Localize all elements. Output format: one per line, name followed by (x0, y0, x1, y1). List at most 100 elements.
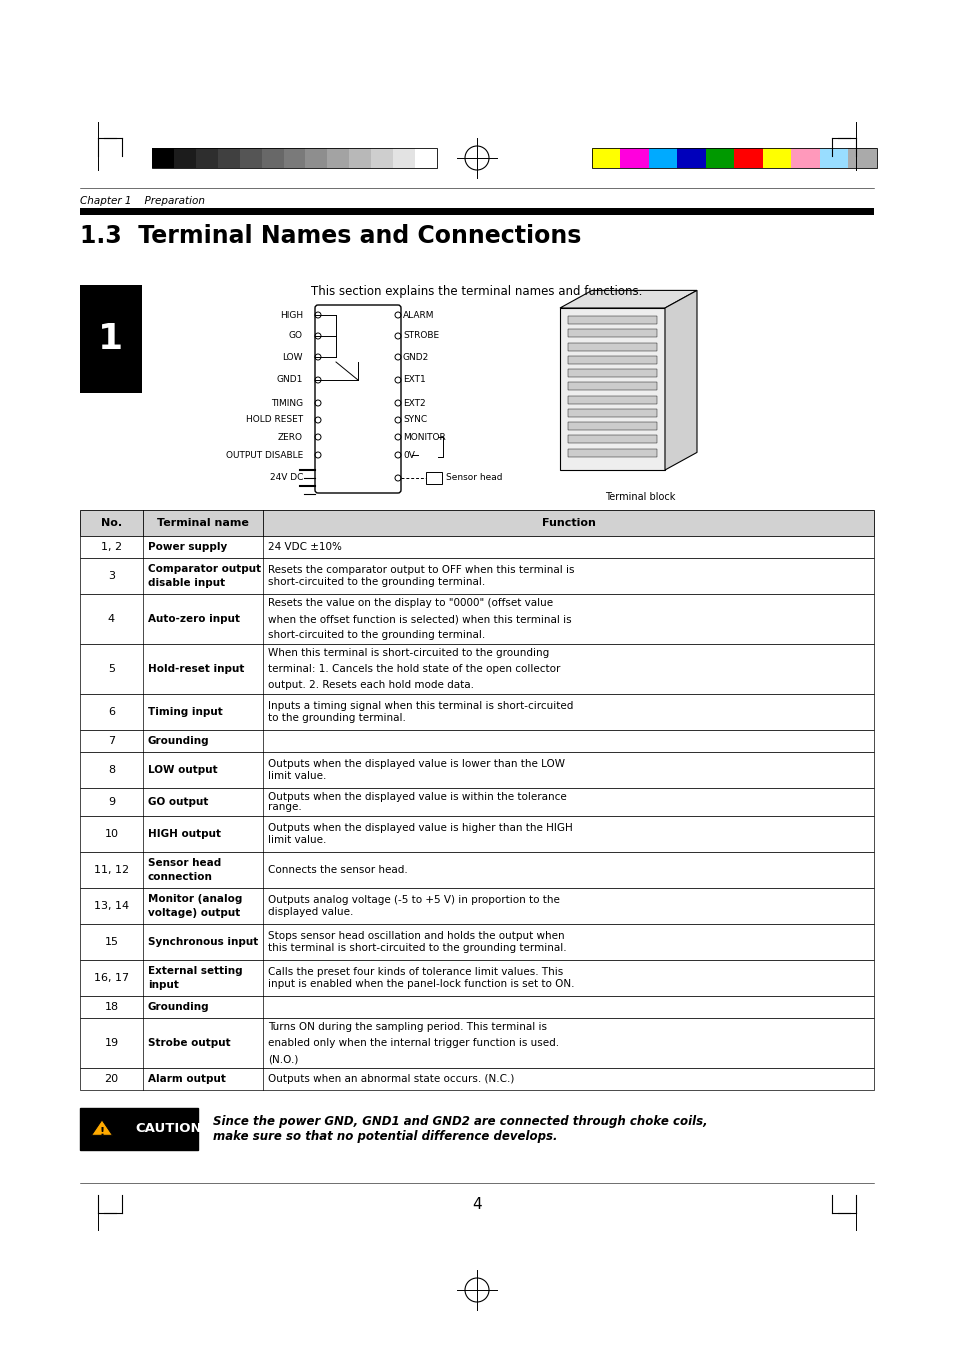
Bar (567, 422, 657, 430)
Bar (415, 149, 436, 168)
Text: (N.O.): (N.O.) (268, 1055, 298, 1065)
Bar (239, 149, 261, 168)
Text: disable input: disable input (148, 578, 225, 588)
Text: 1, 2: 1, 2 (101, 542, 122, 553)
Text: GO: GO (289, 331, 303, 340)
Bar (80, 888, 873, 924)
Text: Auto-zero input: Auto-zero input (148, 613, 240, 624)
Bar (592, 149, 876, 168)
FancyBboxPatch shape (314, 305, 400, 493)
Text: HIGH: HIGH (279, 311, 303, 319)
Bar (283, 149, 305, 168)
Text: enabled only when the internal trigger function is used.: enabled only when the internal trigger f… (268, 1038, 558, 1048)
Text: 1: 1 (98, 322, 124, 357)
Polygon shape (664, 290, 697, 470)
Bar (80, 961, 873, 996)
Text: Turns ON during the sampling period. This terminal is: Turns ON during the sampling period. Thi… (268, 1021, 546, 1032)
Text: LOW output: LOW output (148, 765, 217, 775)
Bar (567, 369, 657, 377)
Bar (80, 1108, 198, 1150)
Text: Resets the value on the display to "0000" (offset value: Resets the value on the display to "0000… (268, 597, 553, 608)
Text: Outputs when an abnormal state occurs. (N.C.): Outputs when an abnormal state occurs. (… (268, 1074, 514, 1084)
Text: limit value.: limit value. (268, 835, 326, 844)
Text: when the offset function is selected) when this terminal is: when the offset function is selected) wh… (268, 613, 571, 624)
Text: Sensor head: Sensor head (446, 473, 502, 482)
Bar (80, 730, 873, 753)
Text: connection: connection (148, 871, 213, 882)
Text: GND2: GND2 (402, 353, 429, 362)
Text: input is enabled when the panel-lock function is set to ON.: input is enabled when the panel-lock fun… (268, 979, 574, 989)
Text: Grounding: Grounding (148, 736, 210, 746)
Text: 19: 19 (104, 1038, 118, 1048)
Text: voltage) output: voltage) output (148, 908, 240, 917)
Text: 4: 4 (108, 613, 115, 624)
Text: This section explains the terminal names and functions.: This section explains the terminal names… (311, 285, 642, 299)
Text: 5: 5 (108, 663, 115, 674)
Bar (80, 924, 873, 961)
Polygon shape (91, 1120, 112, 1135)
Text: External setting: External setting (148, 966, 242, 977)
Bar (820, 149, 847, 168)
Text: displayed value.: displayed value. (268, 907, 353, 917)
Bar (567, 449, 657, 457)
Text: 6: 6 (108, 707, 115, 717)
Bar (559, 308, 664, 470)
Text: Stops sensor head oscillation and holds the output when: Stops sensor head oscillation and holds … (268, 931, 564, 942)
Text: 3: 3 (108, 571, 115, 581)
Text: Terminal block: Terminal block (604, 492, 675, 503)
Text: !: ! (99, 1127, 105, 1138)
Bar (80, 509, 873, 536)
Text: range.: range. (268, 801, 301, 812)
Bar (567, 330, 657, 338)
Text: 16, 17: 16, 17 (93, 973, 129, 984)
Bar (847, 149, 876, 168)
Bar (80, 1069, 873, 1090)
Bar (217, 149, 239, 168)
Text: Terminal name: Terminal name (157, 517, 249, 528)
Text: SYNC: SYNC (402, 416, 427, 424)
Text: Calls the preset four kinds of tolerance limit values. This: Calls the preset four kinds of tolerance… (268, 967, 562, 977)
Text: Chapter 1    Preparation: Chapter 1 Preparation (80, 196, 205, 205)
Text: Inputs a timing signal when this terminal is short-circuited: Inputs a timing signal when this termina… (268, 701, 573, 711)
Text: TIMING: TIMING (271, 399, 303, 408)
Text: EXT2: EXT2 (402, 399, 425, 408)
Text: 11, 12: 11, 12 (93, 865, 129, 875)
Text: Outputs when the displayed value is within the tolerance: Outputs when the displayed value is with… (268, 793, 566, 802)
Text: 0V: 0V (402, 450, 415, 459)
Text: Sensor head: Sensor head (148, 858, 221, 869)
Text: No.: No. (101, 517, 122, 528)
Bar (80, 208, 873, 215)
Text: OUTPUT DISABLE: OUTPUT DISABLE (226, 450, 303, 459)
Bar (426, 471, 441, 484)
Bar (80, 644, 873, 694)
Text: 13, 14: 13, 14 (93, 901, 129, 911)
Text: 7: 7 (108, 736, 115, 746)
Bar (80, 285, 142, 393)
Text: HIGH output: HIGH output (148, 830, 221, 839)
Text: 10: 10 (105, 830, 118, 839)
Text: 4: 4 (472, 1197, 481, 1212)
Text: short-circuited to the grounding terminal.: short-circuited to the grounding termina… (268, 631, 485, 640)
Bar (567, 355, 657, 363)
Bar (80, 594, 873, 644)
Bar (567, 343, 657, 350)
Bar (619, 149, 648, 168)
Text: GND1: GND1 (276, 376, 303, 385)
Bar (592, 149, 619, 168)
Bar (173, 149, 195, 168)
Text: Outputs when the displayed value is lower than the LOW: Outputs when the displayed value is lowe… (268, 759, 564, 769)
Text: CAUTION: CAUTION (135, 1123, 201, 1135)
Text: EXT1: EXT1 (402, 376, 425, 385)
Bar (791, 149, 820, 168)
Bar (80, 852, 873, 888)
Text: 18: 18 (104, 1002, 118, 1012)
Text: this terminal is short-circuited to the grounding terminal.: this terminal is short-circuited to the … (268, 943, 566, 952)
Text: Monitor (analog: Monitor (analog (148, 894, 242, 904)
Text: Power supply: Power supply (148, 542, 227, 553)
Text: When this terminal is short-circuited to the grounding: When this terminal is short-circuited to… (268, 647, 549, 658)
Bar (567, 396, 657, 404)
Bar (327, 149, 349, 168)
Text: LOW: LOW (282, 353, 303, 362)
Bar (371, 149, 393, 168)
Text: output. 2. Resets each hold mode data.: output. 2. Resets each hold mode data. (268, 681, 474, 690)
